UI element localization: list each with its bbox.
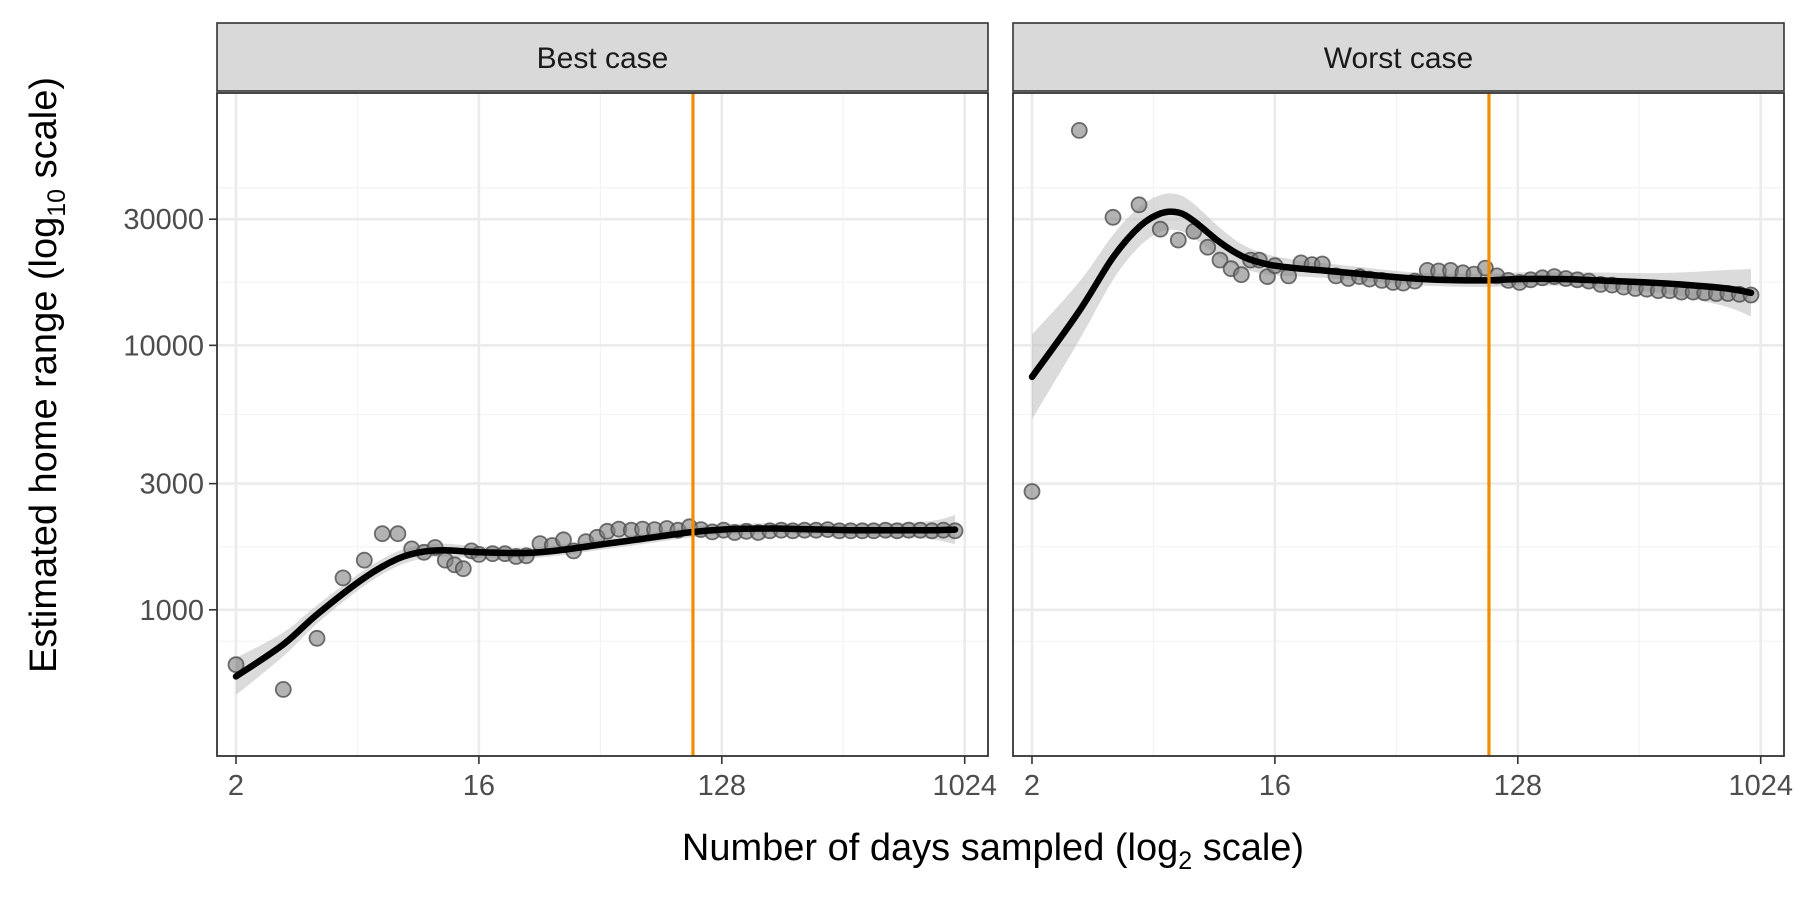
smooth-trend-line <box>1028 208 1755 381</box>
data-point <box>1130 196 1148 214</box>
y-axis-label: Estimated home range (log10 scale) <box>23 77 71 673</box>
x-tick-label: 1024 <box>1728 770 1793 802</box>
x-tick-label: 128 <box>1494 770 1542 802</box>
data-point <box>389 525 407 543</box>
data-point <box>1151 220 1169 238</box>
confidence-ribbon <box>236 515 955 695</box>
panel-border <box>1012 92 1785 757</box>
gridlines <box>1013 93 1784 756</box>
data-point <box>1104 208 1122 226</box>
x-tick-label: 128 <box>698 770 746 802</box>
data-point <box>308 629 326 647</box>
x-tick-label: 16 <box>463 770 495 802</box>
y-tick-label: 1000 <box>139 595 204 627</box>
y-tick-label: 30000 <box>123 204 204 236</box>
plot-background <box>217 93 988 756</box>
facet-strip <box>1012 22 1785 92</box>
data-point <box>1070 121 1088 139</box>
facet-strip-label: Worst case <box>1324 42 1474 75</box>
smooth-trend-line <box>232 525 959 680</box>
facet-strip-label: Best case <box>537 42 669 75</box>
data-point <box>274 681 292 698</box>
data-point <box>1211 251 1229 269</box>
panel-worst-case: Worst case 2 16 128 1024 <box>1012 22 1793 802</box>
panel-border <box>216 92 989 757</box>
data-point <box>227 656 245 674</box>
data-point <box>373 525 391 543</box>
gridlines <box>217 93 988 756</box>
panel-best-case: Best case 2 16 128 1024 1000 3000 10000 30000 <box>123 22 997 802</box>
data-point <box>334 569 352 587</box>
plot-background <box>1013 93 1784 756</box>
x-tick-label: 16 <box>1259 770 1291 802</box>
panels-group: Best case 2 16 128 1024 1000 3000 10000 30000 Wor… <box>123 22 1793 802</box>
data-point <box>1169 231 1187 249</box>
y-tick-label: 3000 <box>139 469 204 501</box>
x-tick-label: 2 <box>1024 770 1040 802</box>
data-point <box>355 551 373 569</box>
x-tick-label: 2 <box>228 770 244 802</box>
x-axis-label: Number of days sampled (log2 scale) <box>682 827 1304 875</box>
data-point <box>1232 266 1250 284</box>
x-tick-label: 1024 <box>932 770 997 802</box>
y-tick-label: 10000 <box>123 330 204 362</box>
facet-strip <box>216 22 989 92</box>
data-point <box>1023 483 1041 500</box>
data-point <box>454 560 472 578</box>
data-point <box>1199 238 1217 256</box>
